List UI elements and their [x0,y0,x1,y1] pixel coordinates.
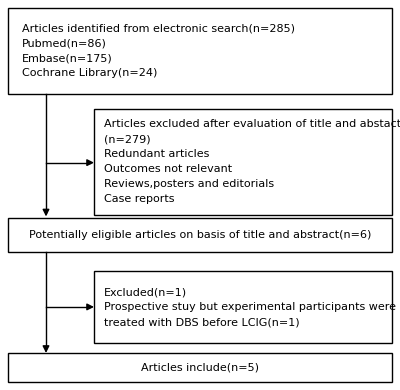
Text: (n=279): (n=279) [104,134,151,144]
Text: Articles excluded after evaluation of title and abstact: Articles excluded after evaluation of ti… [104,119,400,129]
Text: Articles include(n=5): Articles include(n=5) [141,363,259,372]
Text: Redundant articles: Redundant articles [104,149,209,160]
Text: Potentially eligible articles on basis of title and abstract(n=6): Potentially eligible articles on basis o… [29,230,371,240]
Text: Reviews,posters and editorials: Reviews,posters and editorials [104,179,274,190]
Text: Pubmed(n=86): Pubmed(n=86) [22,38,107,48]
Text: Case reports: Case reports [104,194,174,204]
Text: Articles identified from electronic search(n=285): Articles identified from electronic sear… [22,23,295,33]
Bar [8,353,392,382]
Text: treated with DBS before LCIG(n=1): treated with DBS before LCIG(n=1) [104,317,300,327]
Bar [8,8,392,94]
Bar [94,271,392,343]
Text: Excluded(n=1): Excluded(n=1) [104,287,187,297]
Text: Prospective stuy but experimental participants were: Prospective stuy but experimental partic… [104,302,396,312]
Text: Outcomes not relevant: Outcomes not relevant [104,164,232,174]
Text: Embase(n=175): Embase(n=175) [22,53,113,63]
Bar [8,218,392,252]
Text: Cochrane Library(n=24): Cochrane Library(n=24) [22,68,157,78]
Bar [94,109,392,215]
